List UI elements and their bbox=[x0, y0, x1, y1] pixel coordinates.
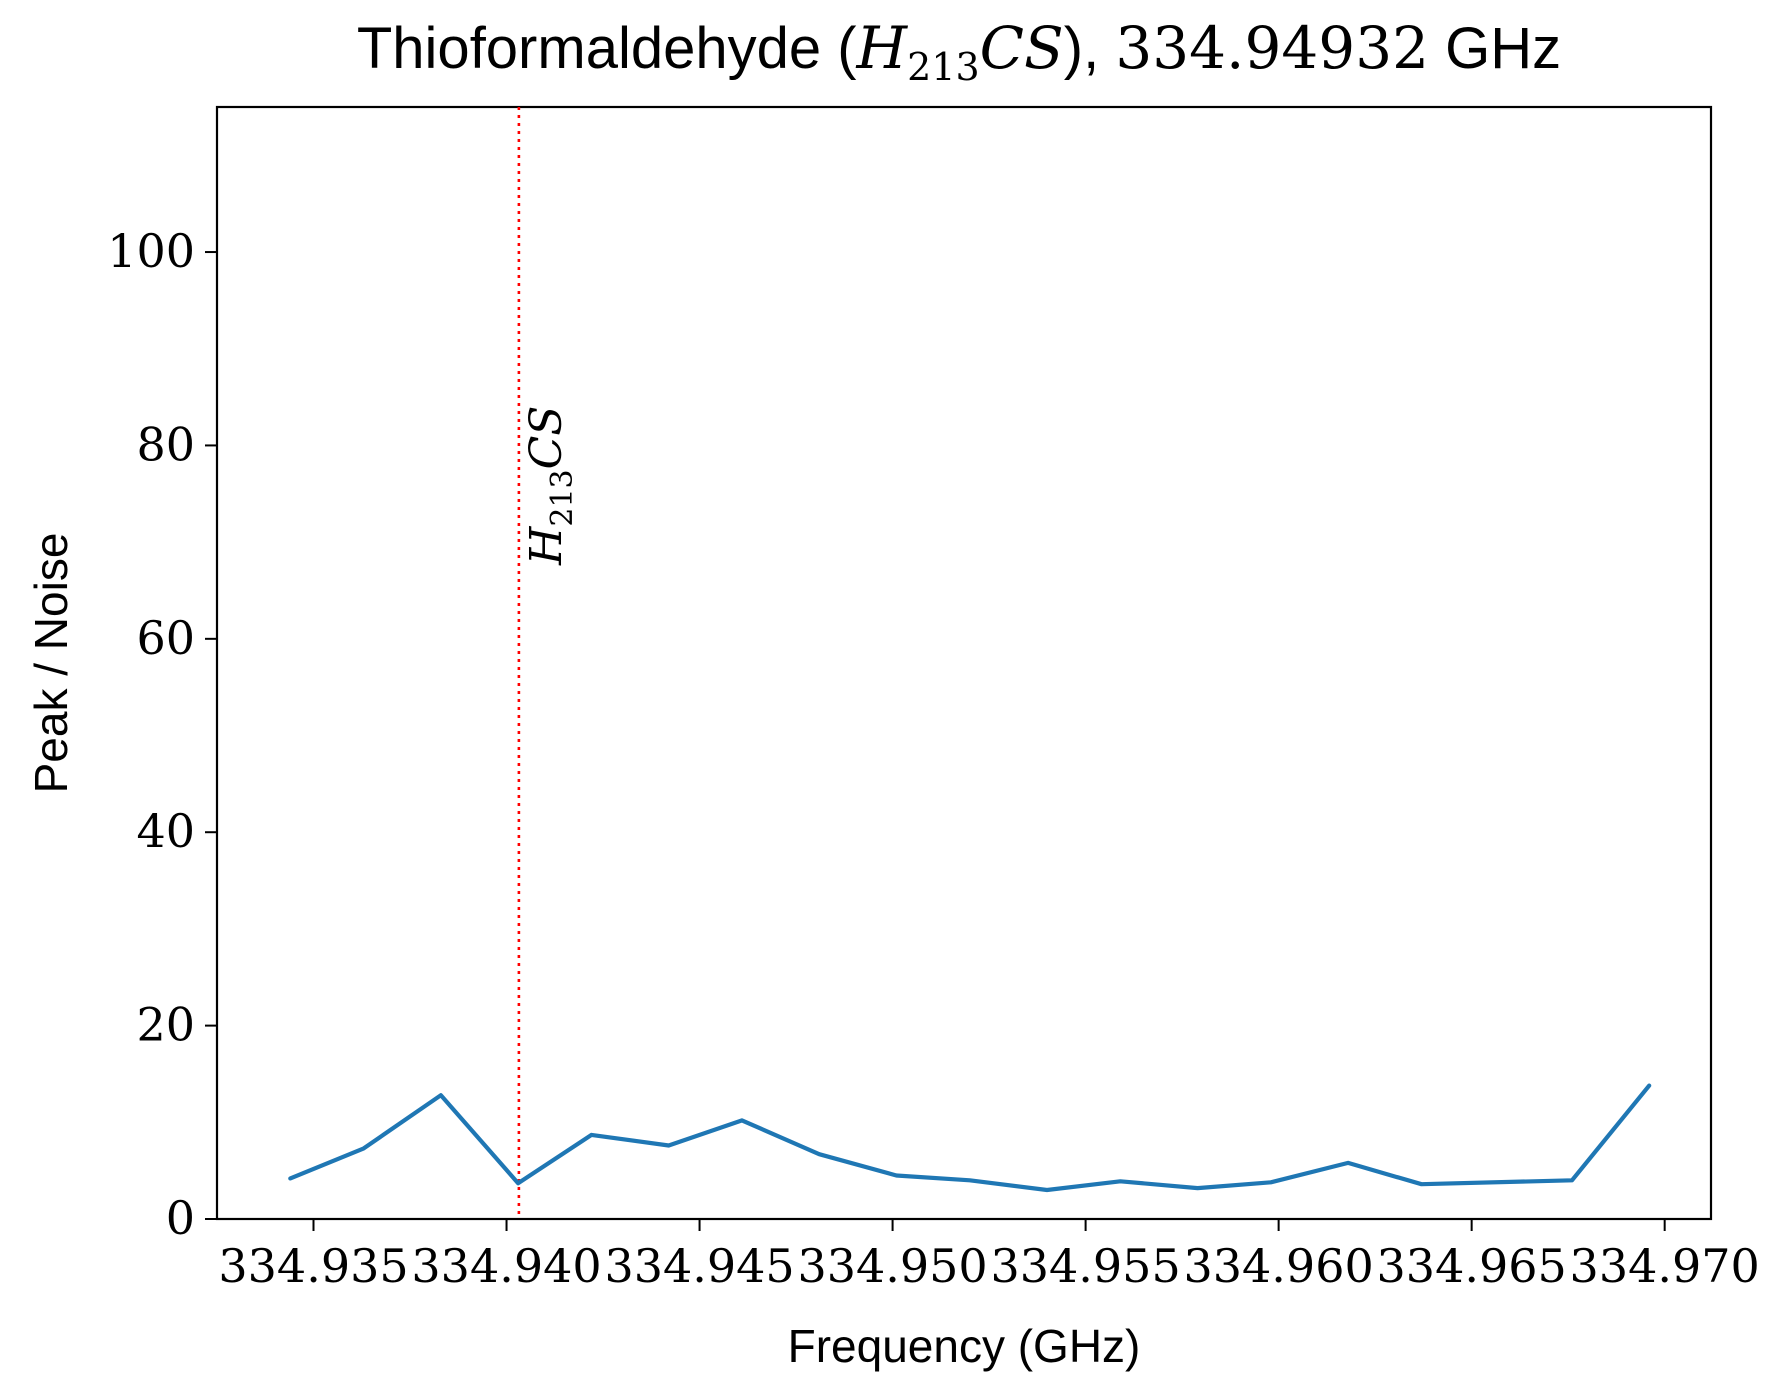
reference-line-label-sub: 213 bbox=[545, 469, 580, 526]
reference-lines: H213CS bbox=[517, 107, 580, 1219]
x-tick-label: 334.970 bbox=[1570, 1239, 1760, 1293]
x-axis: 334.935 334.940 334.945 334.950 334.955 334.9… bbox=[218, 1219, 1760, 1293]
y-tick-label: 60 bbox=[136, 611, 195, 665]
x-tick-label: 334.935 bbox=[218, 1239, 408, 1293]
x-tick-label: 334.945 bbox=[604, 1239, 794, 1293]
x-tick-label: 334.960 bbox=[1184, 1239, 1374, 1293]
reference-line-label-base: H bbox=[521, 525, 572, 566]
y-tick-label: 40 bbox=[136, 804, 195, 858]
x-tick-label: 334.940 bbox=[411, 1239, 601, 1293]
chart-title: Thioformaldehyde (H213CS), 334.94932 GHz bbox=[357, 14, 1561, 89]
y-tick-label: 100 bbox=[107, 224, 195, 278]
x-tick-label: 334.955 bbox=[990, 1239, 1180, 1293]
y-axis-label: Peak / Noise bbox=[25, 533, 77, 794]
reference-line-label-rest: CS bbox=[521, 406, 572, 470]
x-axis-label: Frequency (GHz) bbox=[788, 1320, 1141, 1372]
x-tick-label: 334.950 bbox=[797, 1239, 987, 1293]
y-axis: 0 20 40 60 80 100 bbox=[107, 224, 217, 1245]
y-tick-label: 20 bbox=[136, 998, 195, 1052]
reference-line-label: H213CS bbox=[521, 406, 580, 566]
series-line bbox=[288, 1083, 1652, 1193]
y-tick-label: 80 bbox=[136, 417, 195, 471]
plot-area bbox=[215, 105, 1713, 1221]
y-tick-label: 0 bbox=[166, 1191, 195, 1245]
data-series bbox=[288, 1083, 1652, 1193]
x-tick-label: 334.965 bbox=[1377, 1239, 1567, 1293]
